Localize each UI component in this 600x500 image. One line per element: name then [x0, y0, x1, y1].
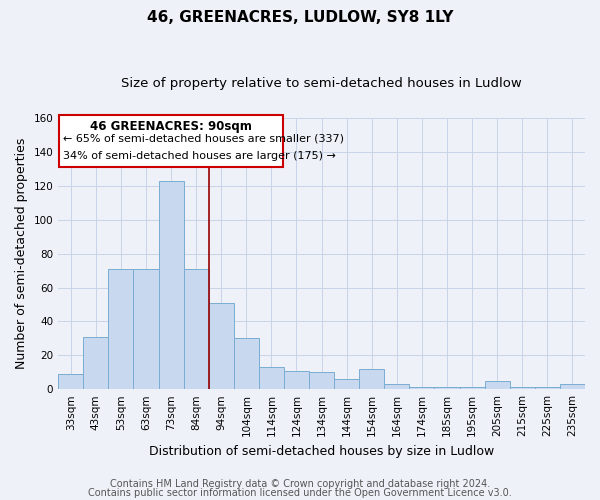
Bar	[58, 374, 83, 389]
FancyBboxPatch shape	[59, 114, 283, 167]
Bar	[284, 370, 309, 389]
Bar	[359, 369, 385, 389]
Text: Contains HM Land Registry data © Crown copyright and database right 2024.: Contains HM Land Registry data © Crown c…	[110, 479, 490, 489]
Bar	[209, 303, 234, 389]
Bar	[385, 384, 409, 389]
Bar	[434, 388, 460, 389]
Text: Contains public sector information licensed under the Open Government Licence v3: Contains public sector information licen…	[88, 488, 512, 498]
Bar	[234, 338, 259, 389]
Y-axis label: Number of semi-detached properties: Number of semi-detached properties	[15, 138, 28, 370]
Text: ← 65% of semi-detached houses are smaller (337): ← 65% of semi-detached houses are smalle…	[63, 134, 344, 143]
Bar	[309, 372, 334, 389]
Text: 46, GREENACRES, LUDLOW, SY8 1LY: 46, GREENACRES, LUDLOW, SY8 1LY	[147, 10, 453, 25]
Text: 34% of semi-detached houses are larger (175) →: 34% of semi-detached houses are larger (…	[63, 150, 336, 160]
Bar	[158, 181, 184, 389]
Bar	[109, 269, 133, 389]
X-axis label: Distribution of semi-detached houses by size in Ludlow: Distribution of semi-detached houses by …	[149, 444, 494, 458]
Bar	[535, 388, 560, 389]
Bar	[133, 269, 158, 389]
Title: Size of property relative to semi-detached houses in Ludlow: Size of property relative to semi-detach…	[121, 78, 522, 90]
Bar	[334, 379, 359, 389]
Bar	[485, 380, 510, 389]
Bar	[560, 384, 585, 389]
Bar	[460, 388, 485, 389]
Bar	[184, 269, 209, 389]
Bar	[259, 367, 284, 389]
Bar	[83, 336, 109, 389]
Text: 46 GREENACRES: 90sqm: 46 GREENACRES: 90sqm	[90, 120, 252, 133]
Bar	[409, 388, 434, 389]
Bar	[510, 388, 535, 389]
